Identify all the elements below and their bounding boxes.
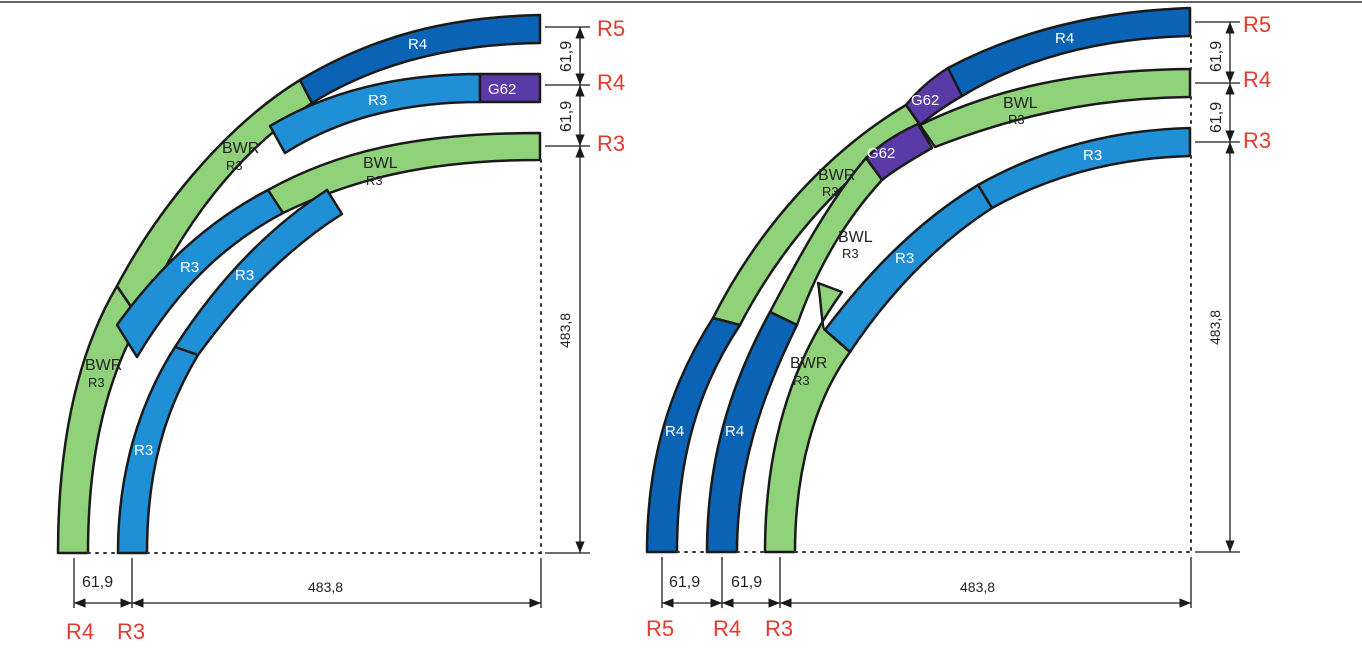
right-radius-r5: R5 [1243,12,1271,37]
right-label-bwl-top: BWL [1003,95,1038,112]
right-green-second [768,156,884,327]
right-dim-61-9-bottom-b: 61,9 [731,574,762,591]
left-dim-61-9-bottom: 61,9 [82,574,113,591]
left-dim-483-8-vertical: 483,8 [557,313,573,348]
right-radius-r3: R3 [1243,128,1271,153]
right-dim-483-8-vertical: 483,8 [1207,310,1223,345]
right-label-r4-outer: R4 [665,423,684,440]
right-label-bwl-top-sub: R3 [1008,112,1025,127]
right-radius-bottom-r3: R3 [765,616,793,641]
left-radius-bottom-r4: R4 [66,619,94,644]
right-track-r3-mid [823,183,994,354]
left-label-bwr-upper: BWR [222,140,259,157]
right-track-bwr-inner [763,281,852,554]
right-label-r4-top: R4 [1055,30,1074,47]
left-label-r3-second: R3 [368,92,387,109]
right-track-g62-lower [864,122,934,182]
right-track-r3-top [976,126,1192,210]
right-dim-61-9-bottom-a: 61,9 [669,574,700,591]
left-label-bwr-lower-sub: R3 [88,375,105,390]
left-label-r3-mid-a: R3 [180,259,199,276]
left-track-r3-mid-a [115,188,285,359]
left-label-g62: G62 [488,81,516,98]
right-label-bwl-mid: BWL [838,229,873,246]
right-track-g62-upper [904,66,964,127]
left-radius-bottom-r3: R3 [117,619,145,644]
right-track-r4-inner [705,310,799,554]
left-radius-r4: R4 [597,70,625,95]
left-label-r3-bottom: R3 [134,442,153,459]
left-label-r3-mid-b: R3 [235,267,254,284]
right-label-bwr-inner-sub: R3 [793,373,810,388]
left-track-r3-mid-b [173,188,344,357]
right-radius-bottom-r4: R4 [713,616,741,641]
right-label-g62-lower: G62 [867,145,895,162]
left-label-bwl-sub: R3 [366,173,383,188]
left-label-bwr-upper-sub: R3 [226,158,243,173]
right-radius-r4: R4 [1243,67,1271,92]
left-dim-61-9-top: 61,9 [558,41,575,72]
right-label-bwr-upper-sub: R3 [822,184,839,199]
right-dim-483-8-bottom: 483,8 [960,579,995,595]
right-label-bwl-mid-sub: R3 [842,246,859,261]
right-label-bwr-inner: BWR [790,355,827,372]
left-label-bwr-lower: BWR [85,357,122,374]
right-radius-bottom-r5: R5 [646,616,674,641]
right-dim-61-9-top: 61,9 [1208,41,1225,72]
left-radius-r5: R5 [597,16,625,41]
left-dim-483-8-bottom: 483,8 [308,579,343,595]
right-label-r3-top: R3 [1083,147,1102,164]
right-label-r4-inner: R4 [725,423,744,440]
right-label-bwr-upper: BWR [818,167,855,184]
left-radius-r3: R3 [597,131,625,156]
right-label-r3-mid: R3 [895,250,914,267]
left-track-r4-top [298,13,542,105]
left-track-g62 [478,72,542,104]
left-track-r3-bottom [116,345,200,555]
left-diagram: R4 R3 G62 BWL R3 BWR R3 R3 R3 BWR R3 R3 … [56,13,625,644]
left-dim-61-9-mid: 61,9 [558,101,575,132]
right-diagram: R4 G62 BWL R3 G62 BWR R3 R3 BWL R3 R3 R4… [645,6,1271,641]
right-dim-61-9-mid: 61,9 [1208,102,1225,133]
right-track-r4-outer [645,316,742,554]
right-label-g62-upper: G62 [911,92,939,109]
left-label-r4-top: R4 [408,36,427,53]
left-label-bwl: BWL [363,155,398,172]
